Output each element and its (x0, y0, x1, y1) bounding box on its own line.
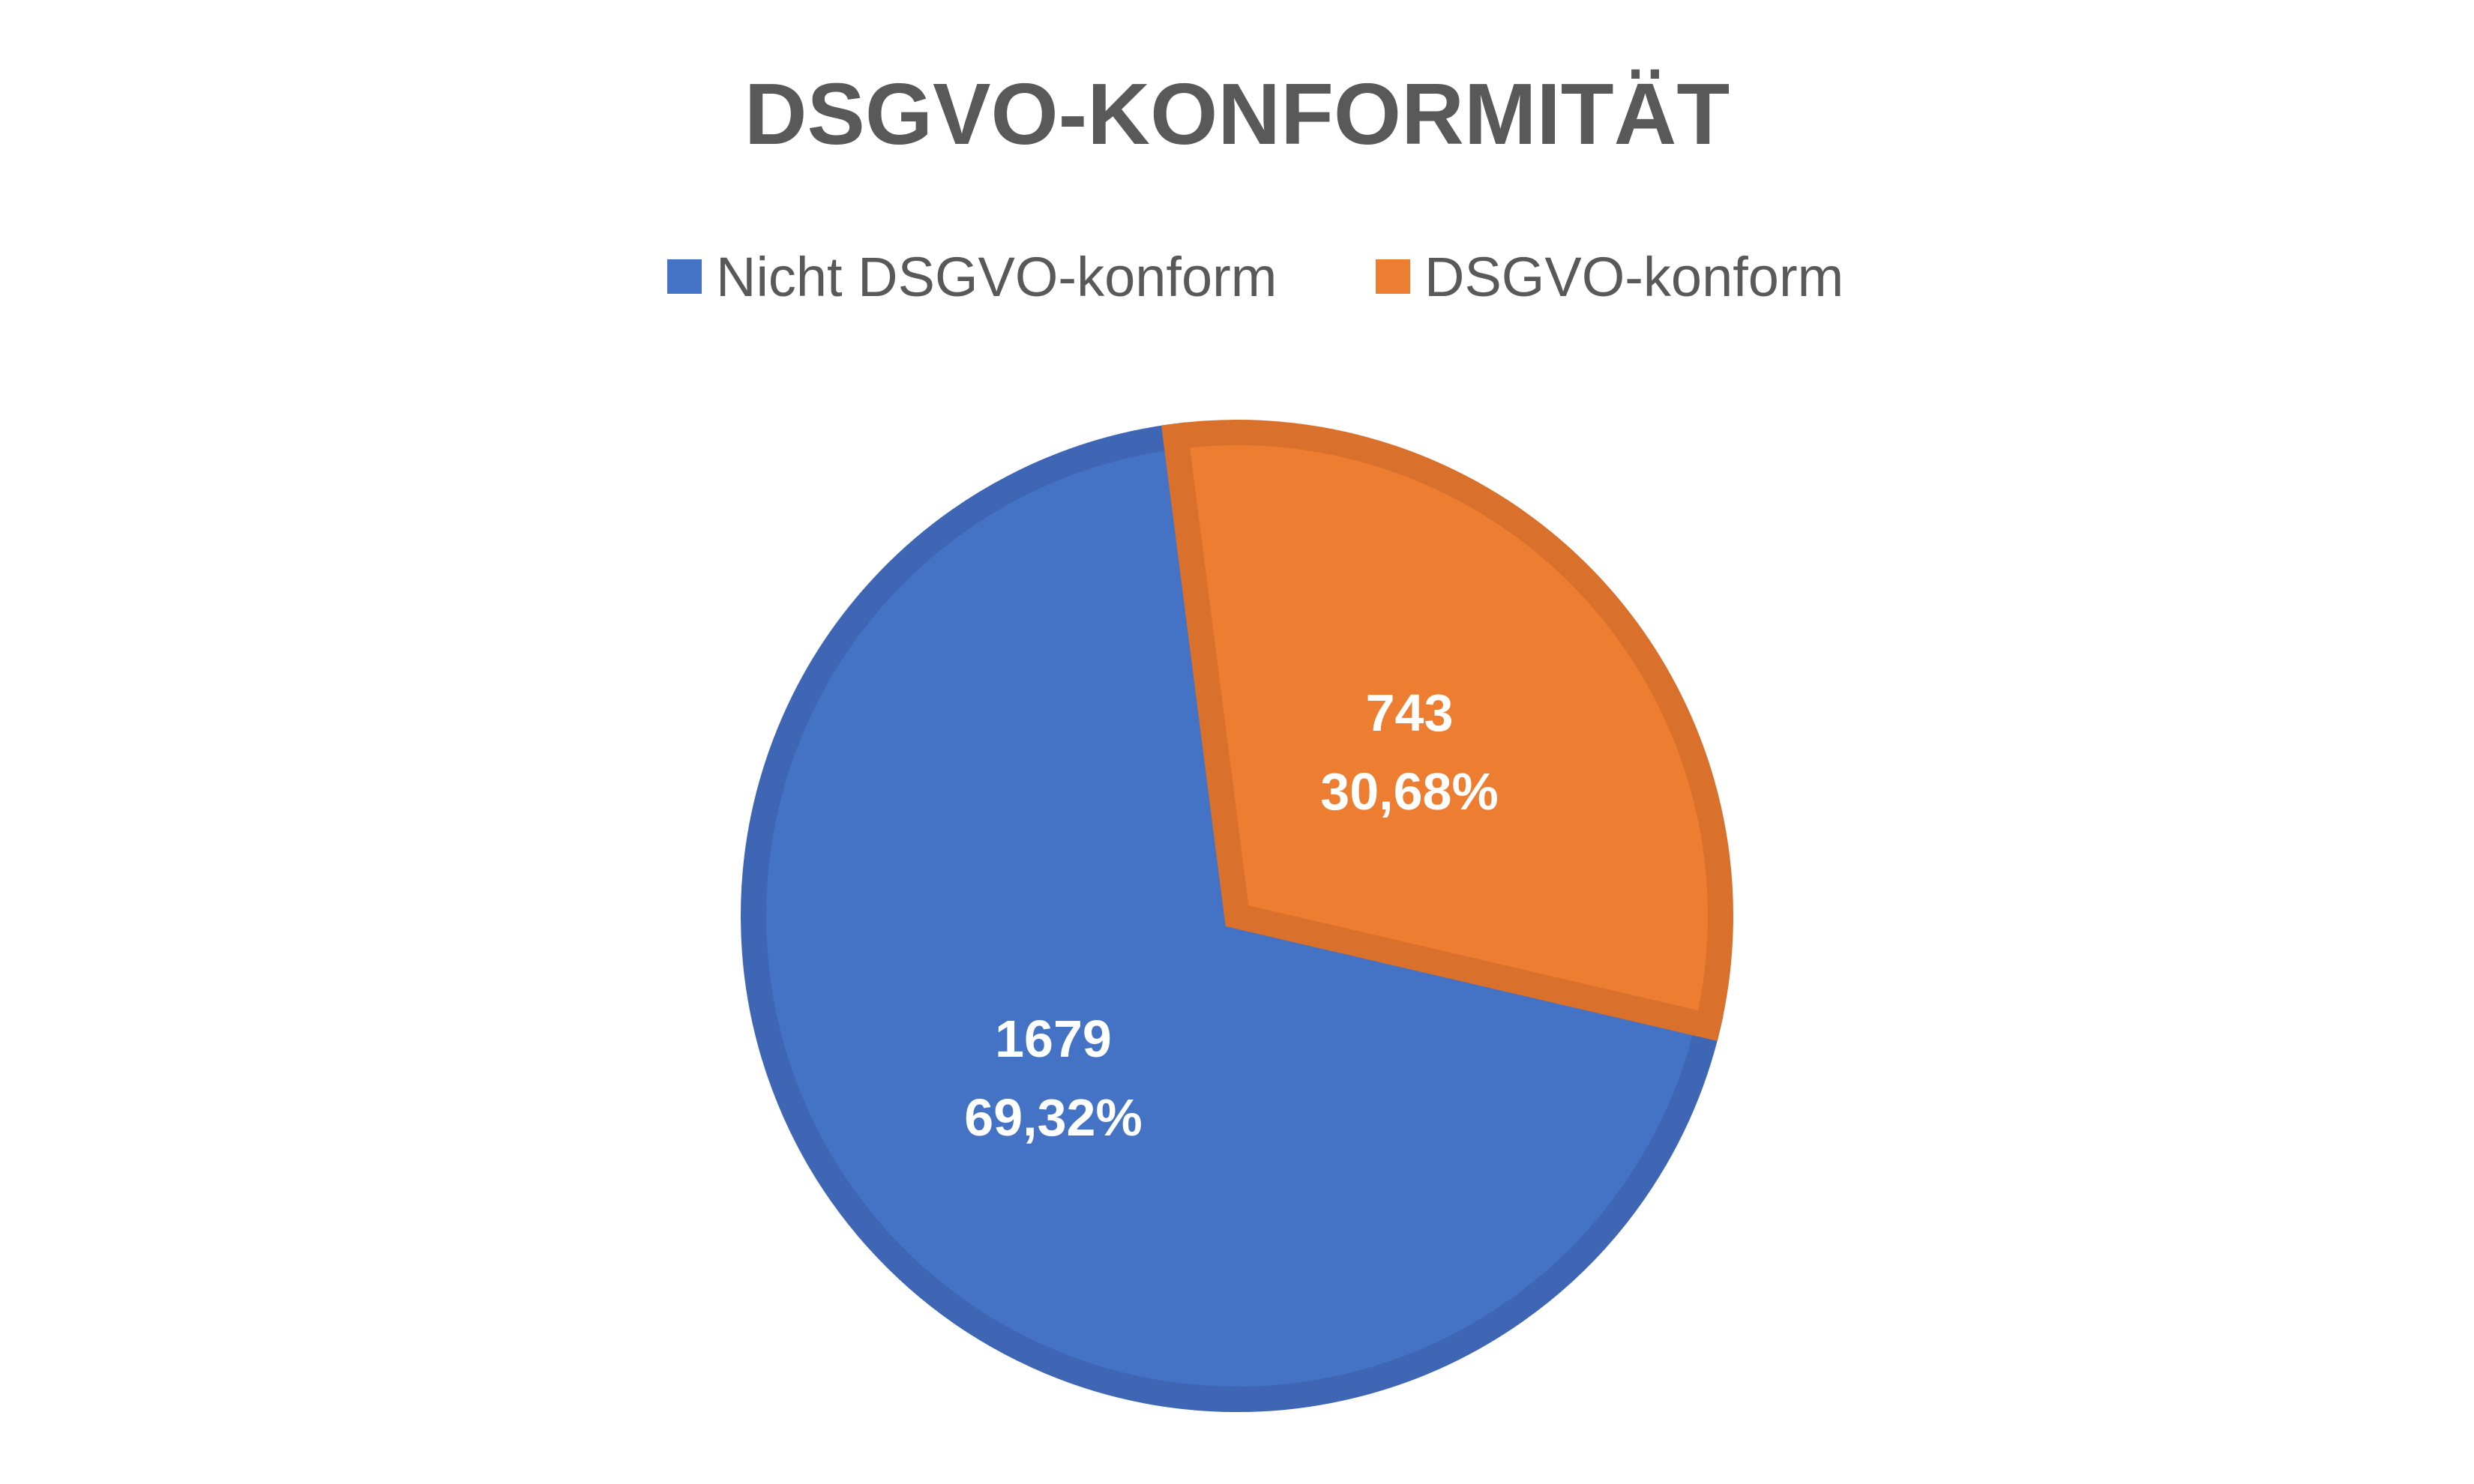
legend-swatch-dsgvo-konform (1376, 259, 1410, 294)
legend-label-dsgvo-konform: DSGVO-konform (1424, 246, 1844, 308)
data-label-value-dsgvo-konform: 743 (1366, 684, 1454, 742)
legend-label-nicht-dsgvo-konform: Nicht DSGVO-konform (716, 246, 1277, 308)
chart-title: DSGVO-KONFORMITÄT (744, 65, 1730, 163)
data-label-value-nicht-dsgvo-konform: 1679 (995, 1010, 1112, 1068)
data-label-percent-dsgvo-konform: 30,68% (1320, 762, 1498, 821)
pie-slices (741, 420, 1733, 1412)
data-labels: 743 30,68% 1679 69,32% (964, 684, 1498, 1147)
legend-swatch-nicht-dsgvo-konform (667, 259, 702, 294)
data-label-percent-nicht-dsgvo-konform: 69,32% (964, 1088, 1142, 1147)
legend-item-nicht-dsgvo-konform: Nicht DSGVO-konform (667, 246, 1277, 308)
pie-slice-dsgvo-konform (1161, 420, 1733, 1042)
legend-item-dsgvo-konform: DSGVO-konform (1376, 246, 1844, 308)
legend: Nicht DSGVO-konform DSGVO-konform (667, 246, 1844, 308)
